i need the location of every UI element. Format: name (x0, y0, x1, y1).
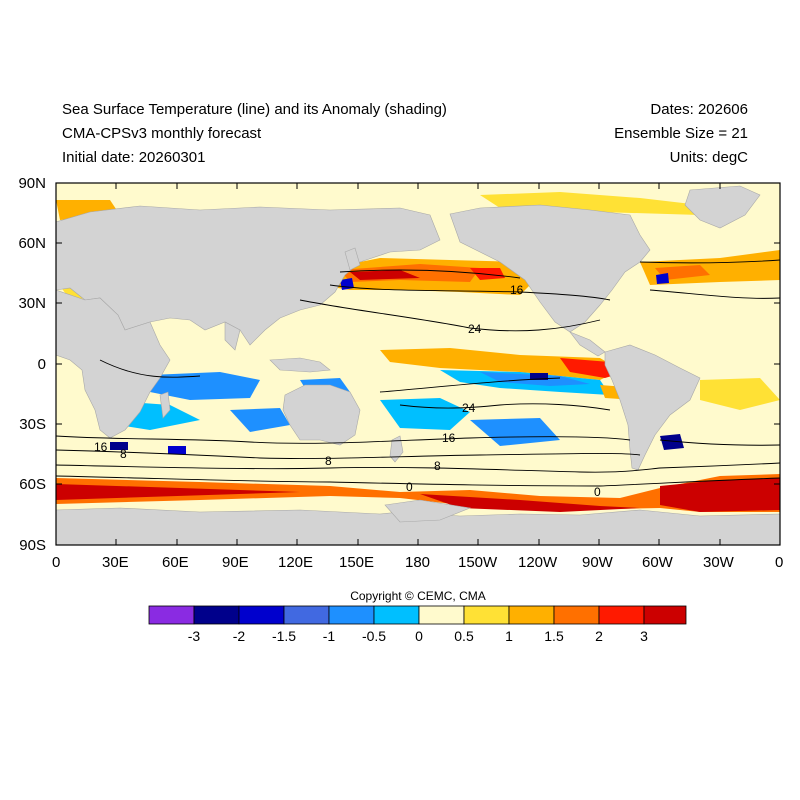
colorbar-box (643, 605, 687, 625)
contour-label: 16 (442, 431, 456, 445)
copyright-text: Copyright © CEMC, CMA (350, 589, 486, 603)
sst-contours (56, 259, 780, 487)
contour-label: 24 (462, 401, 476, 415)
contour-labels: 16 24 24 16 16 8 8 8 0 0 (94, 283, 601, 499)
y-tick-label: 60N (18, 235, 46, 252)
x-tick-label: 90E (222, 554, 249, 571)
colorbar-box (508, 605, 555, 625)
y-tick-label: 0 (37, 356, 46, 373)
colorbar-box (283, 605, 330, 625)
colorbar-box (238, 605, 285, 625)
colorbar-label: -3 (187, 628, 201, 644)
colorbar-box (553, 605, 600, 625)
y-tick-label: 30S (19, 416, 46, 433)
contour-label: 0 (594, 485, 601, 499)
x-tick-label: 180 (405, 554, 431, 571)
y-tick-label: 90S (19, 537, 46, 554)
colorbar-box (373, 605, 420, 625)
colorbar-label: 1 (505, 628, 513, 644)
contour-label: 8 (434, 459, 441, 473)
colorbar-label: -0.5 (361, 628, 387, 644)
x-tick-label: 120E (278, 554, 314, 571)
x-tick-label: 0 (52, 554, 61, 571)
axis-ticks (56, 182, 780, 546)
units-label: Units: degC (669, 149, 748, 166)
y-tick-label: 30N (18, 295, 46, 312)
colorbar-label: -2 (232, 628, 246, 644)
colorbar-label: -1.5 (271, 628, 297, 644)
colorbar-box (193, 605, 240, 625)
colorbar-label: 2 (595, 628, 603, 644)
colorbar-box (598, 605, 645, 625)
colorbar-box (328, 605, 375, 625)
contour-label: 0 (406, 480, 413, 494)
x-tick-label: 120W (518, 554, 558, 571)
x-tick-label: 150E (339, 554, 375, 571)
colorbar-box (463, 605, 510, 625)
colorbar-label: 0 (415, 628, 423, 644)
x-tick-label: 60W (642, 554, 673, 571)
colorbar-label: 1.5 (544, 628, 564, 644)
x-tick-label: 0 (775, 554, 784, 571)
land-masses (56, 185, 780, 545)
colorbar (148, 605, 687, 625)
x-tick-label: 30W (703, 554, 734, 571)
y-tick-label: 90N (18, 175, 46, 192)
colorbar-box (148, 605, 195, 625)
colorbar-label: 3 (640, 628, 648, 644)
x-tick-label: 30E (102, 554, 129, 571)
x-tick-label: 60E (162, 554, 189, 571)
contour-label: 8 (120, 447, 127, 461)
contour-label: 8 (325, 454, 332, 468)
x-tick-label: 150W (458, 554, 498, 571)
colorbar-label: -1 (322, 628, 336, 644)
anomaly-shading (56, 192, 780, 512)
contour-label: 24 (468, 322, 482, 336)
initial-date: Initial date: 20260301 (62, 149, 206, 166)
ensemble-size: Ensemble Size = 21 (614, 125, 748, 142)
forecast-dates: Dates: 202606 (650, 101, 748, 118)
colorbar-label: 0.5 (454, 628, 474, 644)
y-tick-label: 60S (19, 476, 46, 493)
x-tick-label: 90W (582, 554, 613, 571)
colorbar-box (418, 605, 465, 625)
map-title: Sea Surface Temperature (line) and its A… (62, 101, 447, 118)
contour-label: 16 (510, 283, 524, 297)
map-subtitle: CMA-CPSv3 monthly forecast (62, 125, 262, 142)
contour-label: 16 (94, 440, 108, 454)
